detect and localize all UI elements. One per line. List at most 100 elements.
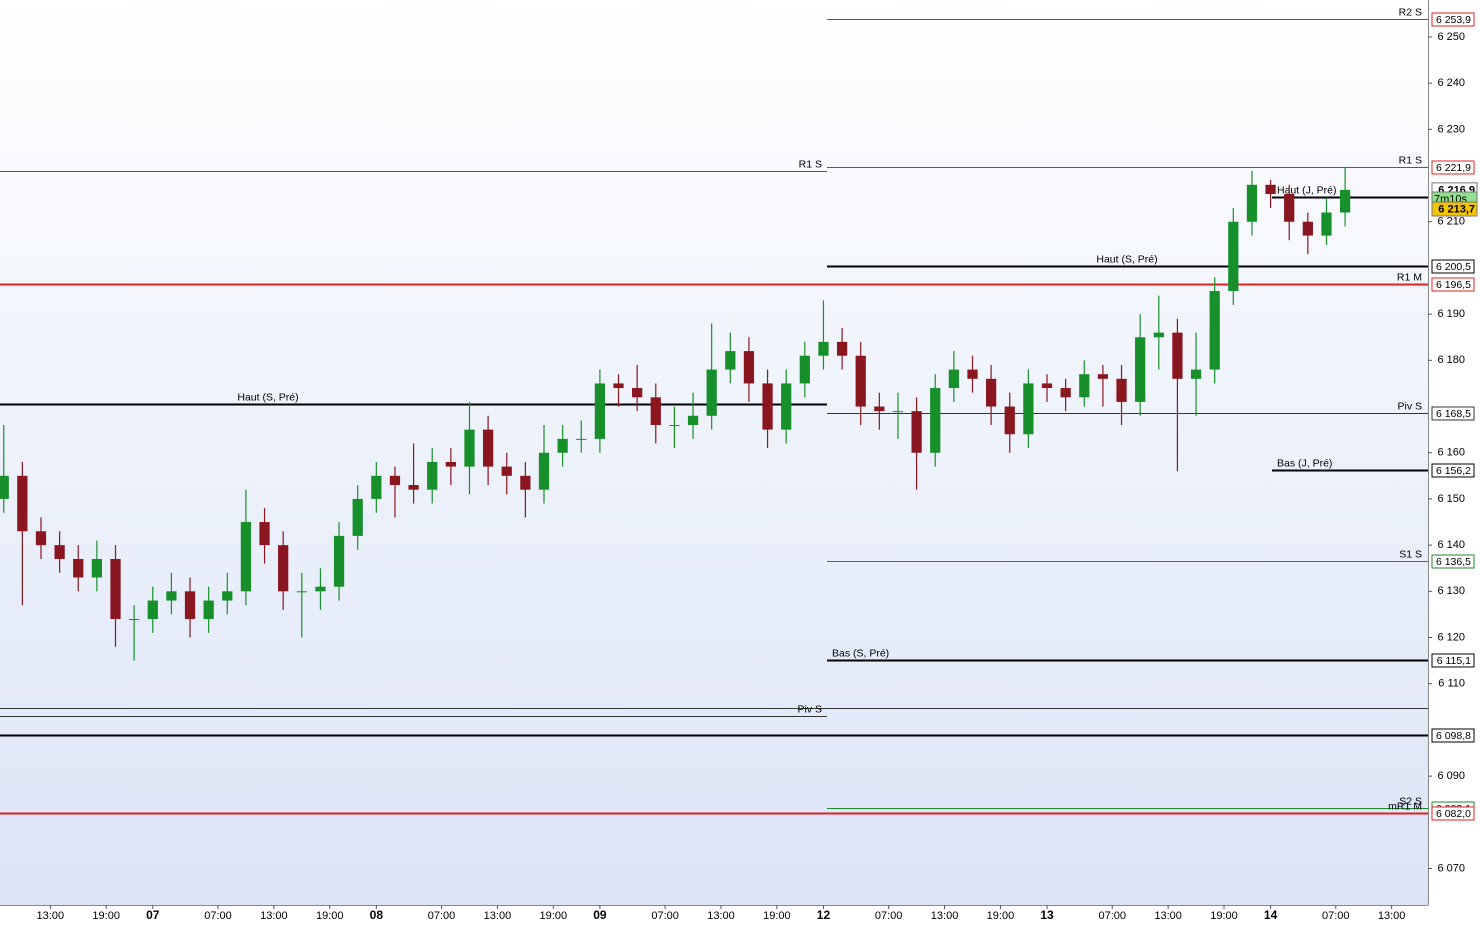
candle-body — [296, 591, 307, 593]
level-name: Piv S — [1397, 400, 1422, 412]
candle-body — [818, 341, 829, 356]
level-price-box — [1431, 728, 1475, 743]
x-tick-label: 19:00 — [1210, 910, 1238, 922]
y-tick-label: 6 120 — [1437, 631, 1465, 643]
candle-body — [911, 411, 922, 453]
candle-body — [129, 619, 140, 621]
candle-body — [408, 485, 419, 490]
x-tick-label: 13:00 — [707, 910, 735, 922]
candle-body — [594, 383, 606, 439]
level-name: R1 S — [1399, 154, 1422, 166]
candle-body — [650, 397, 661, 426]
candle-body — [706, 369, 717, 416]
x-tick-label: 19:00 — [763, 910, 791, 922]
y-tick-label: 6 160 — [1437, 447, 1465, 459]
candle-body — [1190, 369, 1202, 379]
candle-body — [1116, 378, 1127, 402]
candle-body — [1209, 291, 1220, 370]
y-tick-label: 6 070 — [1437, 862, 1465, 874]
candle-body — [986, 378, 997, 407]
candle-body — [352, 498, 363, 536]
level-price: 6 196,5 — [1436, 279, 1471, 291]
candle-body — [1265, 184, 1276, 195]
candle-body — [725, 351, 736, 370]
candle-body — [799, 355, 810, 384]
x-tick-label: 13:00 — [1154, 910, 1182, 922]
candle-body — [501, 466, 512, 476]
y-tick-label: 6 240 — [1437, 77, 1465, 89]
level-price: 6 136,5 — [1436, 556, 1471, 568]
candle-body — [576, 438, 587, 440]
candle-body — [557, 438, 568, 453]
x-tick-label: 07:00 — [1322, 910, 1350, 922]
x-tick-label: 07 — [146, 908, 160, 922]
level-name: mR1 M — [1388, 800, 1422, 812]
level-name: R1 S — [799, 158, 822, 170]
candle-body — [967, 369, 978, 379]
candle-body — [73, 558, 84, 578]
candle-body — [54, 545, 65, 559]
candle-body — [184, 591, 196, 620]
candle-body — [687, 415, 699, 426]
level-price: 6 156,2 — [1436, 465, 1471, 477]
x-tick-label: 12 — [817, 908, 831, 922]
y-tick-label: 6 130 — [1437, 585, 1465, 597]
level-price-box — [1431, 12, 1475, 27]
candle-body — [1246, 184, 1258, 222]
price-tag-box — [1431, 201, 1478, 217]
candle-body — [892, 411, 904, 413]
candle-body — [1153, 332, 1164, 338]
y-tick-label: 6 230 — [1437, 123, 1465, 135]
level-price: 6 200,5 — [1436, 261, 1471, 273]
candle-body — [445, 461, 456, 467]
candle-body — [203, 600, 214, 620]
level-price: 6 168,5 — [1436, 408, 1471, 420]
level-price: 6 253,9 — [1436, 14, 1471, 26]
y-tick-label: 6 190 — [1437, 308, 1465, 320]
candle-body — [1041, 383, 1053, 389]
level-price-box — [1431, 806, 1475, 821]
candle-body — [333, 535, 345, 587]
candle-body — [520, 475, 531, 490]
level-name: S2 S — [1399, 795, 1422, 807]
candle-body — [762, 383, 773, 430]
level-price-box — [1431, 554, 1475, 569]
level-price-box — [1431, 406, 1475, 421]
level-name: Bas (J, Pré) — [1277, 457, 1332, 469]
candle-body — [632, 388, 643, 398]
candle-body — [240, 522, 252, 592]
candle-body — [315, 586, 326, 592]
candle-body — [389, 475, 401, 486]
candle-body — [1228, 221, 1239, 292]
candle-body — [482, 429, 494, 467]
level-name: S1 S — [1399, 548, 1422, 560]
x-tick-label: 07:00 — [428, 910, 456, 922]
x-tick-label: 07:00 — [651, 910, 679, 922]
candle-body — [1135, 337, 1146, 402]
candle-body — [278, 545, 289, 592]
candle-body — [874, 406, 885, 412]
x-tick-label: 07:00 — [204, 910, 232, 922]
x-tick-label: 19:00 — [987, 910, 1015, 922]
plot-background — [0, 0, 1428, 905]
candle-body — [948, 369, 959, 389]
candle-body — [464, 429, 475, 467]
y-tick-label: 6 110 — [1438, 678, 1465, 690]
candle-body — [930, 388, 941, 453]
candle-body — [17, 475, 28, 532]
level-name: Haut (J, Pré) — [1277, 184, 1337, 196]
level-price-box — [1431, 277, 1475, 292]
candle-body — [35, 531, 47, 546]
x-tick-label: 13 — [1040, 908, 1054, 922]
x-tick-label: 13:00 — [1378, 910, 1406, 922]
level-name: R2 S — [1399, 6, 1422, 18]
level-price: 6 098,8 — [1436, 730, 1471, 742]
y-tick-label: 6 090 — [1437, 770, 1465, 782]
candle-body — [427, 461, 438, 490]
level-price-box — [1431, 653, 1475, 668]
candle-body — [743, 351, 755, 384]
level-price-box — [1431, 259, 1475, 274]
candle-body — [1004, 406, 1015, 435]
candle-body — [371, 475, 382, 499]
level-price: 6 082,0 — [1436, 808, 1471, 820]
